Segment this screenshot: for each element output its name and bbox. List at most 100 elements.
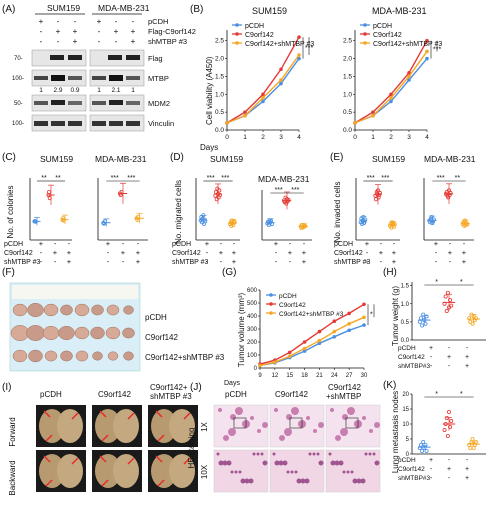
y-tick-label: 0.0 <box>215 127 224 134</box>
data-point <box>443 294 448 299</box>
sig-label: * <box>435 391 438 398</box>
data-point <box>347 322 351 326</box>
panel-label-j: (J) <box>190 382 202 393</box>
tissue-blob <box>262 422 268 428</box>
row2-sign: + <box>136 257 141 266</box>
data-point <box>417 319 422 324</box>
tissue-cell <box>274 460 280 466</box>
sig-label: *** <box>437 175 445 182</box>
row2-sign: - <box>289 257 292 266</box>
sig-label: *** <box>367 175 375 182</box>
j-side: HE staining <box>187 428 196 469</box>
sig-label: * <box>460 279 463 286</box>
row2-sign: + <box>462 257 467 266</box>
a-sign: + <box>39 17 44 26</box>
row2-sign: - <box>220 257 223 266</box>
hk-sign: - <box>448 363 451 370</box>
row2-sign: + <box>434 239 439 248</box>
arrow-icon <box>43 455 79 487</box>
data-point <box>444 308 449 313</box>
hk-sign: - <box>448 345 451 352</box>
row2-sign: + <box>67 248 72 257</box>
lung-lobe <box>57 409 83 443</box>
x-tick-label: 2 <box>261 134 265 141</box>
y-tick-label: 600 <box>247 288 258 294</box>
sig-label: *** <box>275 187 283 194</box>
row2-sign: - <box>107 248 110 257</box>
i-col-3b: shMTBP #3 <box>150 392 192 401</box>
row2-sign: + <box>274 239 279 248</box>
tissue-blob <box>313 429 317 433</box>
x-tick-label: 15 <box>286 373 293 379</box>
blot-mdm2 <box>31 94 145 112</box>
a-cellline-2: MDA-MB-231 <box>98 3 150 13</box>
tumor <box>75 350 89 362</box>
i-row-1: Forward <box>8 417 17 446</box>
y-tick-label: 1.5 <box>343 73 352 80</box>
blot-label-vinculin: Vinculin <box>148 119 174 128</box>
lung-lobe <box>95 409 121 443</box>
hk-sign: - <box>448 457 451 464</box>
mtbp-quant-value: 0.9 <box>70 87 79 94</box>
tumor <box>92 351 103 361</box>
blot-mtbp <box>31 69 145 87</box>
y-tick-label: 300 <box>247 327 258 333</box>
tissue-cell <box>294 470 298 474</box>
sig-label: *** <box>221 175 229 182</box>
data-point <box>423 442 428 447</box>
a-sign: - <box>115 37 118 46</box>
y-tick-label: 1.0 <box>215 91 224 98</box>
data-point <box>446 409 451 414</box>
a-sign: - <box>40 27 43 36</box>
data-point <box>297 35 301 39</box>
tissue-cell <box>304 478 310 484</box>
tissue-blob <box>230 414 236 420</box>
legend-entry: C9orf142+shMTBP #3 <box>373 41 442 48</box>
data-point <box>424 448 429 453</box>
lung-lobe <box>151 409 177 443</box>
tissue-cell <box>360 478 366 484</box>
sig-label: *** <box>207 175 215 182</box>
d-ylabel: No. migrated cells <box>174 180 183 244</box>
x-tick-label: 9 <box>258 373 262 379</box>
data-point <box>448 424 453 429</box>
sig-label: *** <box>291 187 299 194</box>
data-point <box>407 74 411 79</box>
data-point <box>423 321 428 326</box>
data-point <box>425 56 429 61</box>
row2-sign: + <box>379 248 384 257</box>
y-tick-label: 0 <box>254 366 258 372</box>
tumor <box>123 351 134 361</box>
data-point <box>332 335 337 339</box>
data-point <box>287 350 292 355</box>
row2-sign: - <box>380 257 383 266</box>
tissue-cell <box>248 478 254 484</box>
chart-k: 0 5 10 15 20 * * <box>402 391 486 458</box>
row2-cond: shMTBP #3 <box>172 259 209 266</box>
series-line-1 <box>259 303 365 365</box>
data-point <box>373 197 378 202</box>
row2-cond: C9orf142 <box>334 250 363 257</box>
x-tick-label: 18 <box>301 373 308 379</box>
tumor <box>12 303 28 317</box>
mtbp-quant-value: 2.9 <box>53 87 62 94</box>
data-point <box>232 220 237 225</box>
y-tick-label: 2.0 <box>343 56 352 63</box>
a-cond-2: Flag-C9orf142 <box>148 27 196 36</box>
chart-g: 0 100 200 300 400 500 600 9 12 15 18 21 24 27 30 * <box>247 288 375 379</box>
tumor <box>74 303 90 317</box>
lung-lobe <box>57 454 83 488</box>
tissue-cell <box>272 452 276 456</box>
j-col-2: C9orf142 <box>275 390 308 399</box>
tumor <box>42 325 60 341</box>
data-point <box>389 99 393 104</box>
row2-sign: + <box>136 248 141 257</box>
g-ylabel: Tumor volume (mm³) <box>237 292 246 367</box>
j-row-1: 1X <box>200 421 209 431</box>
legend-marker <box>269 311 273 315</box>
panel-label-b: (B) <box>190 4 203 15</box>
row2-sign: - <box>54 257 57 266</box>
a-sign: - <box>74 17 77 26</box>
data-point <box>467 316 472 321</box>
legend-marker <box>269 293 273 297</box>
